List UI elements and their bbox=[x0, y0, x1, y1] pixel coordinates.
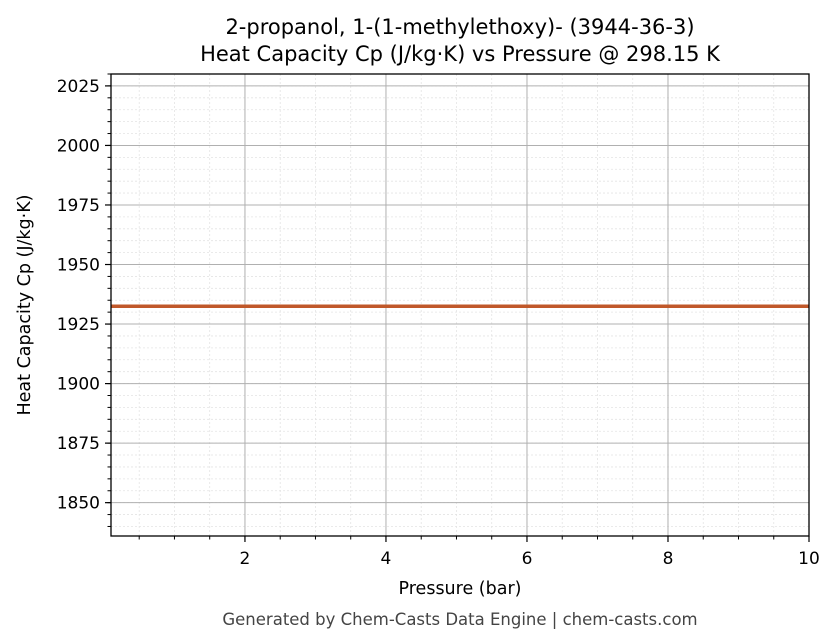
y-tick-label: 1850 bbox=[57, 494, 100, 514]
y-tick-label: 1950 bbox=[57, 256, 100, 276]
chart-subtitle: Heat Capacity Cp (J/kg·K) vs Pressure @ … bbox=[200, 42, 721, 66]
footer-credit: Generated by Chem-Casts Data Engine | ch… bbox=[222, 610, 697, 629]
x-tick-label: 2 bbox=[240, 549, 251, 569]
x-tick-label: 4 bbox=[381, 549, 392, 569]
major-grid bbox=[111, 74, 810, 536]
y-tick-label: 1975 bbox=[57, 196, 100, 216]
x-axis-label: Pressure (bar) bbox=[399, 579, 522, 599]
plot-frame bbox=[110, 73, 810, 537]
x-axis-ticks: 2 4 6 8 10 bbox=[138, 536, 820, 569]
y-axis-label: Heat Capacity Cp (J/kg·K) bbox=[15, 195, 35, 416]
y-tick-label: 2025 bbox=[57, 77, 100, 97]
y-tick-label: 1925 bbox=[57, 315, 100, 335]
x-tick-label: 8 bbox=[663, 549, 674, 569]
y-tick-label: 1875 bbox=[57, 434, 100, 454]
y-tick-label: 2000 bbox=[57, 136, 100, 156]
x-tick-label: 6 bbox=[522, 549, 533, 569]
x-tick-label: 10 bbox=[798, 549, 820, 569]
chart-title: 2-propanol, 1-(1-methylethoxy)- (3944-36… bbox=[225, 15, 694, 39]
y-axis-ticks: 1850 1875 1900 1925 1950 1975 2000 2025 bbox=[57, 73, 111, 527]
y-tick-label: 1900 bbox=[57, 375, 100, 395]
